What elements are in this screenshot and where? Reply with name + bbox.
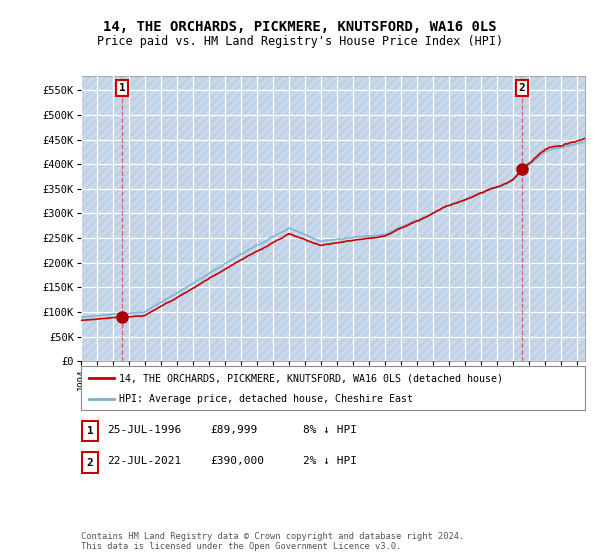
Text: 1: 1 [119,83,125,93]
Text: HPI: Average price, detached house, Cheshire East: HPI: Average price, detached house, Ches… [119,394,413,404]
Text: 14, THE ORCHARDS, PICKMERE, KNUTSFORD, WA16 0LS (detached house): 14, THE ORCHARDS, PICKMERE, KNUTSFORD, W… [119,374,503,384]
FancyBboxPatch shape [81,366,585,410]
Text: 14, THE ORCHARDS, PICKMERE, KNUTSFORD, WA16 0LS: 14, THE ORCHARDS, PICKMERE, KNUTSFORD, W… [103,20,497,34]
Text: £89,999: £89,999 [210,425,257,435]
FancyBboxPatch shape [82,452,98,473]
Text: 1: 1 [86,426,94,436]
Text: 22-JUL-2021: 22-JUL-2021 [107,456,181,466]
Text: 2: 2 [518,83,525,93]
FancyBboxPatch shape [82,421,98,441]
Text: 8% ↓ HPI: 8% ↓ HPI [303,425,357,435]
Text: 2: 2 [86,458,94,468]
Text: 2% ↓ HPI: 2% ↓ HPI [303,456,357,466]
Text: Contains HM Land Registry data © Crown copyright and database right 2024.
This d: Contains HM Land Registry data © Crown c… [81,532,464,552]
Text: 25-JUL-1996: 25-JUL-1996 [107,425,181,435]
Text: Price paid vs. HM Land Registry's House Price Index (HPI): Price paid vs. HM Land Registry's House … [97,35,503,48]
Text: £390,000: £390,000 [210,456,264,466]
